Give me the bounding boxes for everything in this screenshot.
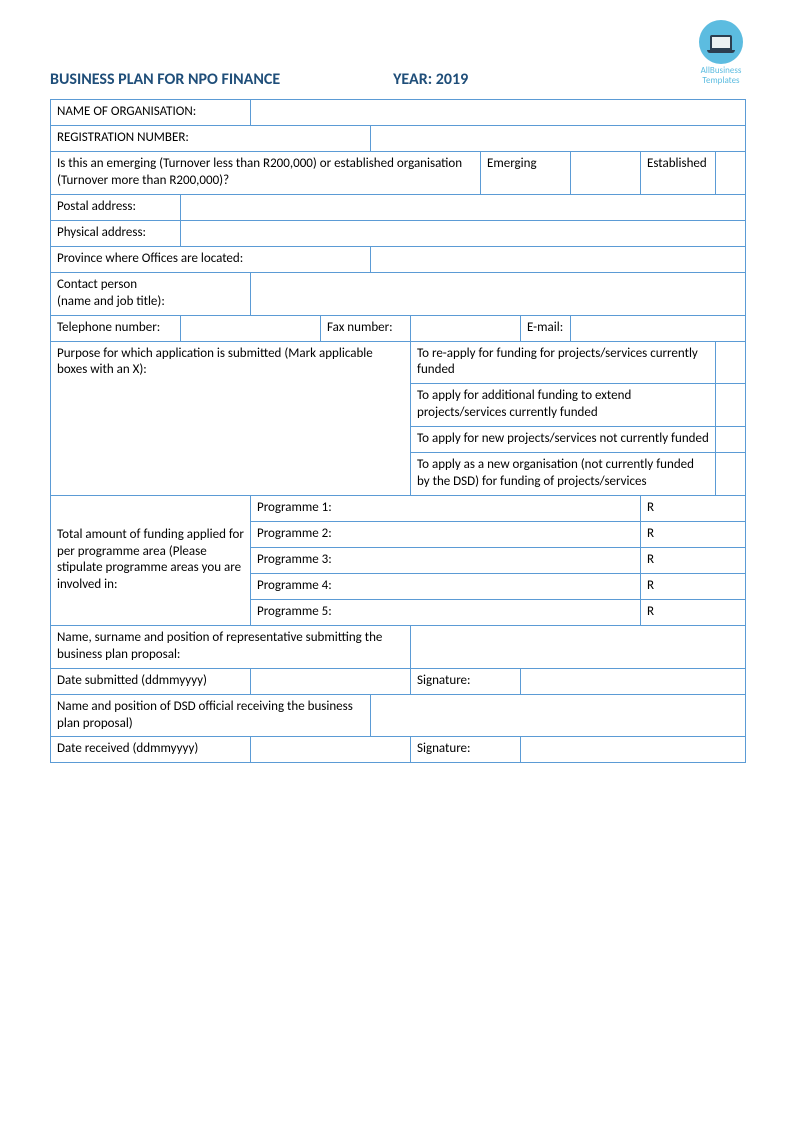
established-label: Established <box>641 152 716 195</box>
date-received-field[interactable] <box>251 737 411 763</box>
turnover-question: Is this an emerging (Turnover less than … <box>51 152 481 195</box>
programme-3-label: Programme 3: <box>251 547 641 573</box>
dsd-official-label: Name and position of DSD official receiv… <box>51 694 371 737</box>
province-label: Province where Offices are located: <box>51 246 371 272</box>
reg-number-field[interactable] <box>371 126 746 152</box>
signature-1-label: Signature: <box>411 668 521 694</box>
purpose-check-4[interactable] <box>716 453 746 496</box>
contact-label: Contact person (name and job title): <box>51 272 251 315</box>
programme-5-label: Programme 5: <box>251 599 641 625</box>
logo-text-2: Templates <box>699 76 743 86</box>
signature-2-label: Signature: <box>411 737 521 763</box>
telephone-label: Telephone number: <box>51 315 181 341</box>
programme-1-label: Programme 1: <box>251 495 641 521</box>
representative-field[interactable] <box>411 625 746 668</box>
document-page: AllBusiness Templates BUSINESS PLAN FOR … <box>0 0 793 803</box>
purpose-check-2[interactable] <box>716 384 746 427</box>
page-title: BUSINESS PLAN FOR NPO FINANCE <box>50 70 280 89</box>
email-field[interactable] <box>571 315 746 341</box>
purpose-check-1[interactable] <box>716 341 746 384</box>
date-submitted-label: Date submitted (ddmmyyyy) <box>51 668 251 694</box>
programme-4-label: Programme 4: <box>251 573 641 599</box>
signature-1-field[interactable] <box>521 668 746 694</box>
programme-1-amount[interactable]: R <box>641 495 746 521</box>
reg-number-label: REGISTRATION NUMBER: <box>51 126 371 152</box>
emerging-checkbox[interactable] <box>571 152 641 195</box>
brand-logo: AllBusiness Templates <box>699 20 743 86</box>
purpose-check-3[interactable] <box>716 427 746 453</box>
programme-2-label: Programme 2: <box>251 521 641 547</box>
representative-label: Name, surname and position of representa… <box>51 625 411 668</box>
programme-4-amount[interactable]: R <box>641 573 746 599</box>
programme-2-amount[interactable]: R <box>641 521 746 547</box>
emerging-label: Emerging <box>481 152 571 195</box>
fax-field[interactable] <box>411 315 521 341</box>
form-table: NAME OF ORGANISATION: REGISTRATION NUMBE… <box>50 99 746 763</box>
contact-field[interactable] <box>251 272 746 315</box>
postal-field[interactable] <box>181 194 746 220</box>
physical-label: Physical address: <box>51 220 181 246</box>
telephone-field[interactable] <box>181 315 321 341</box>
purpose-opt-3: To apply for new projects/services not c… <box>411 427 716 453</box>
physical-field[interactable] <box>181 220 746 246</box>
funding-total-label: Total amount of funding applied for per … <box>51 495 251 625</box>
programme-3-amount[interactable]: R <box>641 547 746 573</box>
purpose-label: Purpose for which application is submitt… <box>51 341 411 495</box>
dsd-official-field[interactable] <box>371 694 746 737</box>
date-received-label: Date received (ddmmyyyy) <box>51 737 251 763</box>
year-label: YEAR: 2019 <box>393 70 468 89</box>
title-row: BUSINESS PLAN FOR NPO FINANCE YEAR: 2019 <box>50 70 743 89</box>
laptop-icon <box>699 20 743 64</box>
signature-2-field[interactable] <box>521 737 746 763</box>
postal-label: Postal address: <box>51 194 181 220</box>
province-field[interactable] <box>371 246 746 272</box>
purpose-opt-4: To apply as a new organisation (not curr… <box>411 453 716 496</box>
purpose-opt-1: To re-apply for funding for projects/ser… <box>411 341 716 384</box>
programme-5-amount[interactable]: R <box>641 599 746 625</box>
fax-label: Fax number: <box>321 315 411 341</box>
established-checkbox[interactable] <box>716 152 746 195</box>
org-name-field[interactable] <box>251 100 746 126</box>
purpose-opt-2: To apply for additional funding to exten… <box>411 384 716 427</box>
email-label: E-mail: <box>521 315 571 341</box>
date-submitted-field[interactable] <box>251 668 411 694</box>
org-name-label: NAME OF ORGANISATION: <box>51 100 251 126</box>
